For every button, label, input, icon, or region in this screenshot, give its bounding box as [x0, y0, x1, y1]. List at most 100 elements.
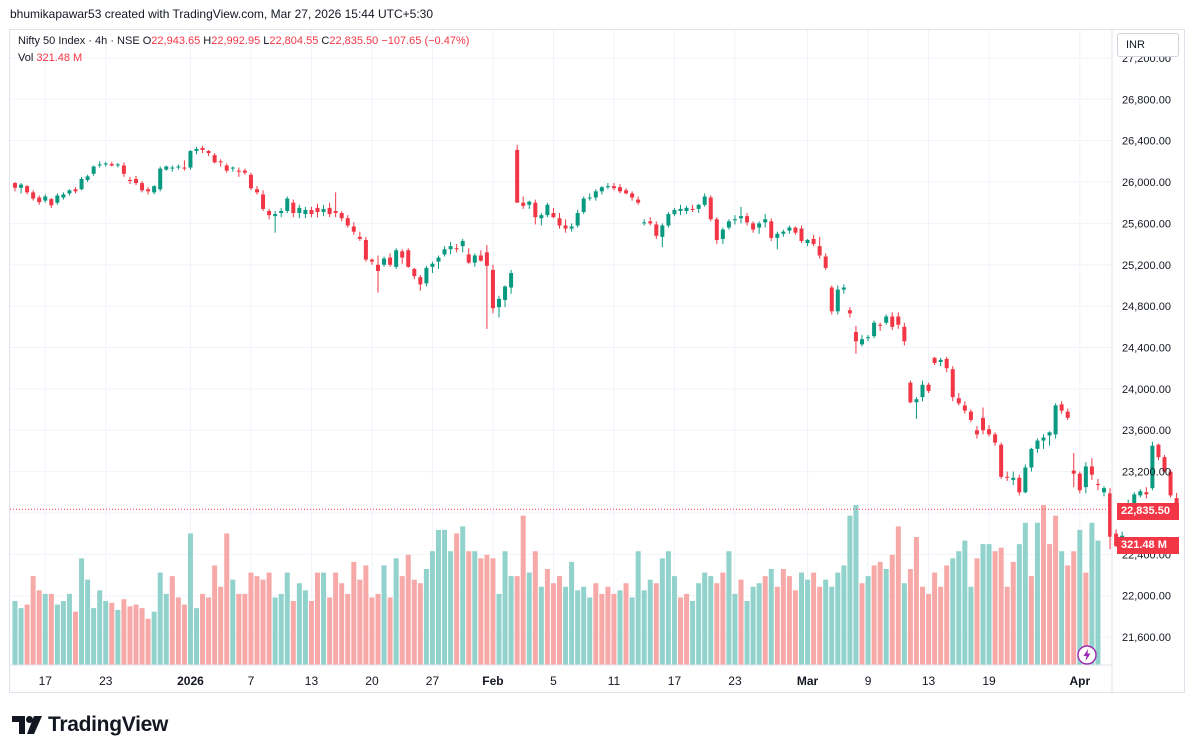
candle-body	[503, 286, 508, 300]
candle	[515, 144, 520, 203]
volume-bar	[145, 618, 151, 665]
candle-body	[442, 249, 447, 255]
candle	[696, 203, 701, 214]
candle	[902, 322, 907, 346]
volume-bar	[962, 540, 968, 665]
candle-body	[91, 166, 96, 174]
candle	[134, 175, 138, 186]
volume-bar	[883, 569, 889, 665]
volume-bar	[345, 593, 351, 665]
candle-body	[291, 202, 296, 214]
symbol-label[interactable]: Nifty 50 Index · 4h · NSE	[18, 35, 140, 47]
candle-body	[884, 316, 889, 323]
candle-body	[43, 196, 48, 201]
candle-body	[726, 221, 731, 228]
candle-body	[297, 207, 302, 214]
time-axis[interactable]: 17 23 2026 7 13 20 27 Feb 5 11 17 23 Mar 9 13 19 Apr	[39, 674, 1091, 688]
volume-bar	[514, 576, 520, 665]
volume-bar	[847, 515, 853, 665]
volume-bar	[575, 590, 581, 665]
candle	[454, 244, 459, 253]
volume-bar	[417, 583, 423, 665]
volume-bar	[206, 597, 212, 665]
volume-bar	[617, 590, 623, 665]
candle-body	[974, 430, 979, 435]
open-value: 22,943.65	[151, 35, 201, 47]
candle-body	[551, 213, 556, 218]
close-value: 22,835.50	[329, 35, 379, 47]
volume-bar	[1053, 515, 1059, 665]
candle-body	[1029, 448, 1034, 468]
candle-body	[739, 216, 743, 219]
candle	[599, 186, 604, 195]
volume-bar	[986, 544, 992, 665]
candle-body	[666, 214, 671, 226]
volume-bar	[853, 505, 859, 665]
volume-bar	[799, 572, 804, 665]
volume-bar	[641, 590, 647, 665]
candle	[763, 214, 768, 228]
candle-body	[624, 190, 629, 194]
candle-body	[775, 233, 780, 238]
volume-bar	[381, 565, 387, 665]
volume-bar	[1004, 586, 1010, 665]
candle	[1065, 408, 1070, 420]
candle-body	[79, 178, 84, 190]
flash-icon[interactable]	[1077, 645, 1097, 665]
candle	[1023, 464, 1028, 494]
candle	[91, 165, 96, 176]
candlestick-chart[interactable]: 21,600.0022,000.0022,400.0022,800.0023,2…	[10, 30, 1186, 694]
volume-label[interactable]: Vol	[18, 52, 34, 64]
candle	[781, 229, 786, 237]
volume-bar	[702, 572, 708, 665]
candle-body	[720, 229, 725, 239]
price-tick-label: 26,000.00	[1122, 177, 1171, 189]
candle-body	[67, 190, 72, 194]
price-axis[interactable]: 21,600.0022,000.0022,400.0022,800.0023,2…	[1122, 53, 1171, 644]
chart-frame[interactable]: 21,600.0022,000.0022,400.0022,800.0023,2…	[9, 29, 1186, 694]
candle	[1011, 471, 1016, 486]
time-tick-label: 17	[668, 674, 682, 688]
volume-bar	[992, 551, 998, 665]
volume-bar	[115, 609, 121, 665]
candle	[618, 184, 622, 194]
candle	[890, 312, 895, 330]
candle-body	[1150, 445, 1155, 489]
time-tick-label: 19	[982, 674, 996, 688]
volume-bar	[877, 561, 883, 665]
candle	[981, 407, 985, 435]
candle	[242, 168, 247, 175]
candle	[388, 253, 393, 267]
candle	[37, 195, 42, 205]
volume-bar	[218, 586, 224, 665]
candle-body	[248, 174, 253, 189]
candle-body	[999, 444, 1004, 477]
time-tick-label: 23	[728, 674, 742, 688]
candle-body	[13, 183, 17, 188]
candle-body	[745, 216, 750, 223]
price-tick-label: 23,600.00	[1122, 425, 1171, 437]
volume-bar	[254, 576, 260, 665]
volume-bar	[768, 569, 774, 665]
time-tick-label: 20	[365, 674, 379, 688]
candle	[732, 215, 737, 225]
candle-body	[1156, 444, 1161, 458]
volume-bar	[1059, 551, 1065, 665]
candle-body	[61, 194, 66, 198]
candle-body	[1017, 477, 1022, 493]
candle-body	[25, 186, 30, 193]
volume-bar	[496, 593, 502, 665]
currency-selector[interactable]: INR	[1117, 33, 1179, 57]
candle	[999, 442, 1004, 479]
candle-body	[303, 209, 308, 215]
candle-body	[696, 204, 701, 209]
volume-bar	[60, 601, 66, 665]
candle	[587, 193, 592, 201]
tradingview-logo[interactable]: TradingView	[12, 712, 168, 738]
candle-body	[593, 191, 598, 198]
candle-body	[853, 331, 858, 342]
volume-bar	[835, 572, 841, 665]
volume-bar	[454, 533, 460, 665]
volume-legend: Vol 321.48 M	[18, 52, 82, 64]
volume-bar	[133, 604, 139, 665]
